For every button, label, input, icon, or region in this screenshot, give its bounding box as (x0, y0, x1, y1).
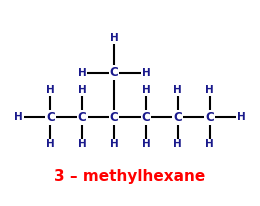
Text: H: H (141, 68, 150, 78)
Text: H: H (14, 112, 23, 122)
Text: H: H (141, 85, 150, 95)
Text: C: C (46, 111, 55, 124)
Text: C: C (110, 66, 119, 79)
Text: H: H (205, 85, 214, 95)
Text: H: H (78, 139, 87, 149)
Text: C: C (141, 111, 150, 124)
Text: H: H (141, 139, 150, 149)
Text: C: C (78, 111, 87, 124)
Text: H: H (110, 139, 119, 149)
Text: H: H (46, 139, 55, 149)
Text: 3 – methylhexane: 3 – methylhexane (54, 169, 206, 184)
Text: H: H (173, 85, 182, 95)
Text: H: H (110, 33, 119, 43)
Text: C: C (110, 111, 119, 124)
Text: H: H (78, 68, 87, 78)
Text: C: C (173, 111, 182, 124)
Text: H: H (205, 139, 214, 149)
Text: H: H (173, 139, 182, 149)
Text: H: H (237, 112, 246, 122)
Text: H: H (46, 85, 55, 95)
Text: C: C (205, 111, 214, 124)
Text: H: H (78, 85, 87, 95)
